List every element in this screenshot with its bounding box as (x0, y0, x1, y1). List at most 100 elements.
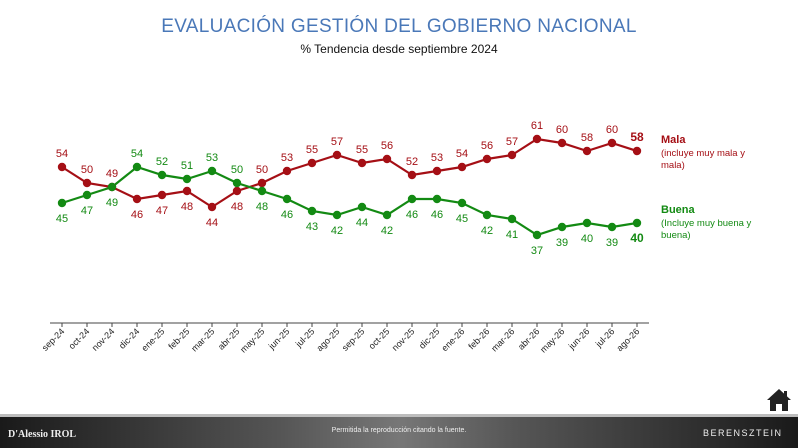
data-label-mala: 55 (356, 144, 368, 156)
data-label-mala: 56 (381, 140, 393, 152)
x-tick-label: ago-25 (315, 326, 342, 353)
x-tick-label: oct-25 (367, 326, 392, 351)
data-label-buena: 52 (156, 156, 168, 168)
data-label-buena: 47 (81, 205, 93, 217)
data-label-buena: 44 (356, 217, 368, 229)
legend-buena-title: Buena (661, 204, 695, 216)
data-point-buena (557, 222, 567, 232)
data-point-mala (282, 166, 292, 176)
data-point-buena (282, 194, 292, 204)
series-line-mala (61, 137, 638, 209)
data-label-buena: 45 (456, 213, 468, 225)
data-point-buena (507, 214, 517, 224)
footer-divider (0, 414, 798, 417)
data-point-mala (457, 162, 467, 172)
data-label-mala: 58 (630, 130, 644, 144)
data-point-buena (57, 198, 67, 208)
berensztein-logo: BERENSZTEIN (703, 428, 783, 438)
data-label-mala: 48 (181, 201, 193, 213)
data-label-mala: 47 (156, 205, 168, 217)
data-point-mala (382, 154, 392, 164)
data-label-buena: 48 (256, 201, 268, 213)
data-label-mala: 56 (481, 140, 493, 152)
data-point-mala (357, 158, 367, 168)
x-tick-label: jun-26 (566, 326, 591, 351)
data-point-buena (307, 206, 317, 216)
data-point-buena (207, 166, 217, 176)
data-point-buena (257, 186, 267, 196)
x-tick-label: ene-25 (140, 326, 167, 353)
data-label-buena: 46 (431, 209, 443, 221)
x-tick-label: mar-25 (189, 326, 216, 353)
data-point-buena (157, 170, 167, 180)
data-label-mala: 61 (531, 120, 543, 132)
legend-mala-sub: (incluye muy mala y mala) (661, 148, 745, 171)
data-point-mala (182, 186, 192, 196)
data-label-mala: 50 (81, 164, 93, 176)
x-tick-label: nov-25 (390, 326, 417, 353)
data-point-mala (582, 146, 592, 156)
data-label-buena: 53 (206, 152, 218, 164)
x-tick-label: dic-25 (417, 326, 441, 350)
footer-bar (0, 417, 798, 448)
data-point-buena (482, 210, 492, 220)
data-label-mala: 60 (606, 124, 618, 136)
data-point-mala (57, 162, 67, 172)
data-label-buena: 45 (56, 213, 68, 225)
legend-buena-sub: (Incluye muy buena y buena) (661, 218, 752, 241)
legend-mala-title: Mala (661, 134, 686, 146)
data-point-mala (507, 150, 517, 160)
data-label-mala: 55 (306, 144, 318, 156)
data-label-mala: 44 (206, 217, 218, 229)
data-label-buena: 42 (381, 225, 393, 237)
data-point-buena (82, 190, 92, 200)
data-point-buena (107, 182, 117, 192)
data-label-buena: 51 (181, 160, 193, 172)
x-tick-label: may-25 (238, 326, 266, 354)
x-tick-label: mar-26 (489, 326, 516, 353)
data-label-buena: 39 (556, 237, 568, 249)
data-point-buena (357, 202, 367, 212)
data-point-mala (482, 154, 492, 164)
data-point-buena (182, 174, 192, 184)
data-point-mala (207, 202, 217, 212)
data-label-buena: 37 (531, 245, 543, 257)
data-point-mala (82, 178, 92, 188)
x-tick-label: dic-24 (117, 326, 141, 350)
data-point-buena (457, 198, 467, 208)
x-tick-label: nov-24 (90, 326, 117, 353)
data-label-mala: 60 (556, 124, 568, 136)
data-point-buena (532, 230, 542, 240)
data-label-mala: 53 (431, 152, 443, 164)
data-label-mala: 48 (231, 201, 243, 213)
data-point-buena (232, 178, 242, 188)
data-point-mala (232, 186, 242, 196)
data-label-buena: 42 (481, 225, 493, 237)
data-point-mala (532, 134, 542, 144)
footer-note: Permitida la reproducción citando la fue… (331, 427, 467, 434)
data-label-mala: 49 (106, 168, 118, 180)
data-point-mala (607, 138, 617, 148)
data-label-mala: 58 (581, 132, 593, 144)
data-point-mala (257, 178, 267, 188)
chart-title: EVALUACIÓN GESTIÓN DEL GOBIERNO NACIONAL (161, 16, 637, 37)
data-point-mala (407, 170, 417, 180)
data-point-mala (432, 166, 442, 176)
x-tick-label: ago-26 (615, 326, 642, 353)
data-label-mala: 57 (331, 136, 343, 148)
data-point-buena (132, 162, 142, 172)
data-point-buena (432, 194, 442, 204)
data-label-buena: 40 (581, 233, 593, 245)
data-point-buena (332, 210, 342, 220)
x-tick-label: oct-24 (67, 326, 92, 351)
data-label-buena: 42 (331, 225, 343, 237)
data-label-buena: 46 (406, 209, 418, 221)
data-label-buena: 49 (106, 197, 118, 209)
data-label-mala: 53 (281, 152, 293, 164)
dalessio-logo: D'Alessio IROL (8, 429, 77, 440)
data-label-mala: 54 (56, 148, 68, 160)
data-label-mala: 52 (406, 156, 418, 168)
home-icon[interactable] (765, 387, 793, 413)
data-label-buena: 39 (606, 237, 618, 249)
